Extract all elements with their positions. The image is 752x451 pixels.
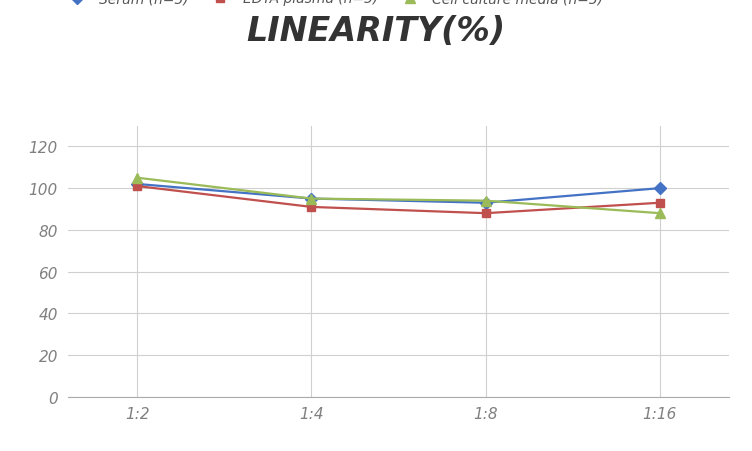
Text: LINEARITY(%): LINEARITY(%) [247,15,505,48]
EDTA plasma (n=5) [655,201,664,206]
EDTA plasma (n=5) [307,205,316,210]
Serum (n=5) [307,197,316,202]
EDTA plasma (n=5) [133,184,142,189]
Serum (n=5) [655,186,664,191]
Serum (n=5) [481,201,490,206]
Cell culture media (n=5) [655,211,664,216]
Line: Serum (n=5): Serum (n=5) [133,180,664,207]
Cell culture media (n=5) [307,197,316,202]
Cell culture media (n=5) [133,175,142,181]
Cell culture media (n=5) [481,198,490,204]
Serum (n=5) [133,182,142,187]
Line: Cell culture media (n=5): Cell culture media (n=5) [132,174,665,219]
EDTA plasma (n=5) [481,211,490,216]
Legend: Serum (n=5), EDTA plasma (n=5), Cell culture media (n=5): Serum (n=5), EDTA plasma (n=5), Cell cul… [62,0,603,6]
Line: EDTA plasma (n=5): EDTA plasma (n=5) [133,183,664,218]
